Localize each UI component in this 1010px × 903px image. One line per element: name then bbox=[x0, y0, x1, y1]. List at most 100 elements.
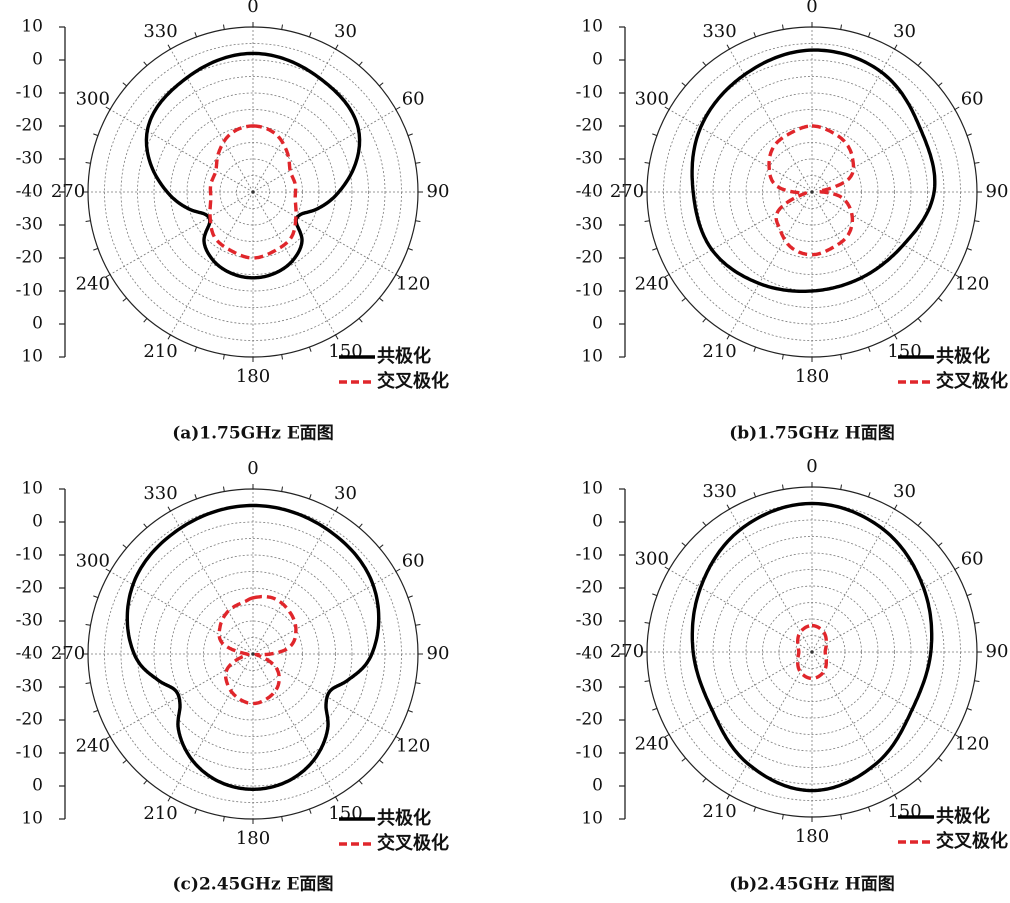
grid-ring bbox=[696, 536, 928, 768]
radial-tick-label: -40 bbox=[16, 644, 43, 664]
angle-tick-mark bbox=[726, 44, 730, 50]
angle-tick-mark bbox=[867, 492, 871, 498]
angle-label: 0 bbox=[806, 0, 817, 17]
angle-label: 300 bbox=[76, 89, 110, 110]
angle-label: 210 bbox=[143, 803, 177, 824]
radial-tick-label: -20 bbox=[16, 578, 43, 598]
angle-tick-mark bbox=[644, 162, 650, 164]
angle-tick-mark bbox=[93, 595, 99, 599]
angle-label: 30 bbox=[334, 21, 357, 42]
angle-tick-mark bbox=[702, 61, 707, 66]
angle-tick-mark bbox=[223, 354, 225, 360]
radial-tick-label: -30 bbox=[16, 215, 43, 235]
radial-tick-label: 0 bbox=[32, 776, 43, 796]
radial-tick-label: -10 bbox=[576, 83, 603, 103]
angle-tick-mark bbox=[917, 61, 922, 66]
angle-tick-mark bbox=[938, 297, 943, 302]
grid-spoke bbox=[668, 109, 813, 193]
angle-tick-mark bbox=[407, 133, 413, 137]
angle-label: 180 bbox=[795, 366, 829, 387]
grid-spoke bbox=[252, 653, 397, 737]
radial-tick-label: 10 bbox=[581, 17, 603, 37]
angle-tick-mark bbox=[917, 521, 922, 526]
angle-tick-mark bbox=[308, 494, 312, 500]
angle-label: 150 bbox=[887, 341, 921, 362]
angle-label: 120 bbox=[955, 274, 989, 295]
angle-tick-mark bbox=[415, 682, 421, 684]
angle-tick-mark bbox=[223, 486, 225, 492]
angle-tick-mark bbox=[143, 61, 148, 66]
cross-pol-curve bbox=[217, 594, 298, 706]
radial-tick-label: -10 bbox=[16, 545, 43, 565]
angle-tick-mark bbox=[407, 709, 413, 713]
angle-tick-mark bbox=[122, 297, 127, 302]
legend-cross-pol-label: 交叉极化 bbox=[936, 830, 1008, 852]
radial-tick-label: -40 bbox=[576, 182, 603, 202]
radial-tick-label: 10 bbox=[581, 479, 603, 499]
subfigure-caption: (a)1.75GHz E面图 bbox=[172, 424, 334, 444]
radial-tick-label: 10 bbox=[581, 347, 603, 367]
angle-label: 60 bbox=[961, 549, 984, 570]
angle-tick-mark bbox=[194, 494, 198, 500]
radial-tick-label: -10 bbox=[16, 83, 43, 103]
angle-tick-mark bbox=[167, 796, 171, 802]
angle-label: 330 bbox=[702, 481, 736, 502]
legend-cross-pol-label: 交叉极化 bbox=[377, 832, 449, 854]
co-pol-curve bbox=[690, 48, 937, 293]
angle-tick-mark bbox=[840, 24, 842, 30]
subfigure-caption: (b)1.75GHz H面图 bbox=[729, 424, 895, 444]
center-dot bbox=[810, 190, 814, 194]
grid-spoke bbox=[811, 508, 895, 653]
angle-tick-mark bbox=[840, 484, 842, 490]
angle-label: 90 bbox=[427, 643, 450, 664]
angle-label: 270 bbox=[610, 181, 644, 202]
angle-tick-mark bbox=[840, 814, 842, 820]
legend-cross-pol-label: 交叉极化 bbox=[377, 370, 449, 392]
radial-tick-label: -30 bbox=[16, 677, 43, 697]
angle-tick-mark bbox=[644, 220, 650, 222]
angle-label: 90 bbox=[427, 181, 450, 202]
angle-tick-mark bbox=[954, 106, 960, 110]
angle-tick-mark bbox=[867, 346, 871, 352]
grid-spoke bbox=[811, 191, 895, 336]
angle-tick-mark bbox=[753, 492, 757, 498]
angle-tick-mark bbox=[938, 82, 943, 87]
angle-tick-mark bbox=[308, 808, 312, 814]
grid-ring bbox=[729, 109, 895, 275]
angle-tick-mark bbox=[753, 346, 757, 352]
grid-spoke bbox=[109, 191, 254, 275]
angle-tick-mark bbox=[93, 133, 99, 137]
angle-label: 60 bbox=[402, 89, 425, 110]
angle-tick-mark bbox=[966, 593, 972, 597]
angle-label: 300 bbox=[635, 89, 669, 110]
angle-tick-mark bbox=[281, 816, 283, 822]
radial-tick-label: -10 bbox=[16, 743, 43, 763]
angle-tick-mark bbox=[726, 334, 730, 340]
angle-tick-mark bbox=[954, 274, 960, 278]
grid-ring bbox=[170, 571, 336, 737]
angle-tick-mark bbox=[143, 780, 148, 785]
angle-label: 270 bbox=[51, 181, 85, 202]
angle-label: 90 bbox=[986, 181, 1009, 202]
angle-tick-mark bbox=[702, 521, 707, 526]
angle-tick-mark bbox=[782, 484, 784, 490]
angle-tick-mark bbox=[143, 523, 148, 528]
angle-label: 240 bbox=[635, 274, 669, 295]
grid-ring bbox=[712, 92, 912, 292]
radial-tick-label: -40 bbox=[576, 644, 603, 664]
angle-label: 90 bbox=[986, 641, 1009, 662]
radial-tick-label: -20 bbox=[16, 248, 43, 268]
angle-tick-mark bbox=[358, 523, 363, 528]
subfigure-caption: (c)2.45GHz E面图 bbox=[173, 875, 334, 895]
angle-label: 240 bbox=[76, 274, 110, 295]
angle-label: 180 bbox=[795, 826, 829, 847]
radial-tick-label: -20 bbox=[576, 578, 603, 598]
polar-chart-1: 0 30 60 90 120 150 180 210 240 270 300 330 10 0 -10 -20… bbox=[16, 0, 450, 444]
angle-tick-mark bbox=[122, 544, 127, 549]
radial-tick-label: -20 bbox=[16, 116, 43, 136]
radial-tick-label: -20 bbox=[576, 248, 603, 268]
grid-spoke bbox=[668, 191, 813, 275]
angle-label: 120 bbox=[955, 734, 989, 755]
grid-spoke bbox=[252, 510, 336, 655]
